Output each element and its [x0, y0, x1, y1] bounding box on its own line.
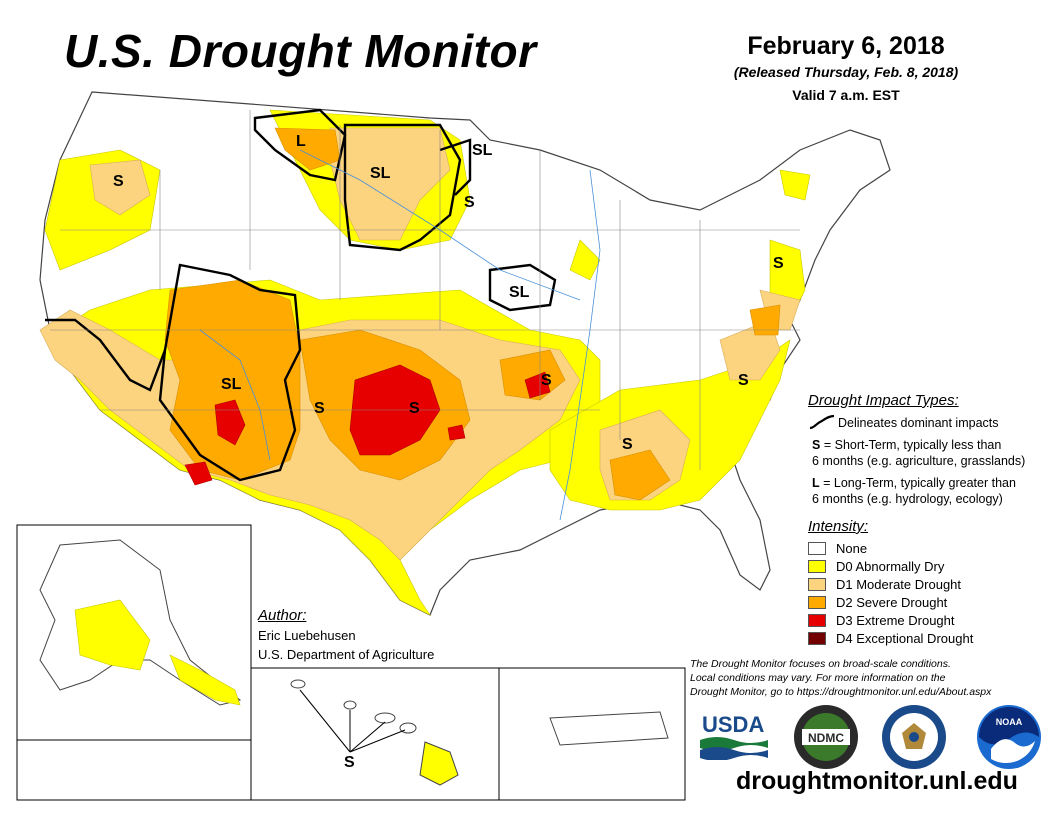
impact-boundary-icon: [809, 414, 835, 430]
long-term-text: = Long-Term, typically greater than: [823, 476, 1016, 490]
legend-d0: D0 Abnormally Dry: [808, 559, 944, 574]
impact-short-term: S = Short-Term, typically less than: [812, 437, 1001, 453]
legend-d3: D3 Extreme Drought: [808, 613, 955, 628]
legend-label-d3: D3 Extreme Drought: [836, 613, 955, 628]
note-line-3: Drought Monitor, go to https://droughtmo…: [690, 686, 992, 698]
long-term-text-2: 6 months (e.g. hydrology, ecology): [812, 492, 1003, 506]
label-s-carolinas: S: [738, 372, 749, 389]
label-l-montana: L: [296, 133, 306, 150]
legend-d4: D4 Exceptional Drought: [808, 631, 973, 646]
puerto-rico-outline: [549, 711, 669, 746]
label-sl-dakotas: SL: [370, 165, 391, 182]
legend-d1: D1 Moderate Drought: [808, 577, 961, 592]
legend-label-d0: D0 Abnormally Dry: [836, 559, 945, 574]
label-s-minnesota: S: [464, 194, 475, 211]
impact-boundaries: [45, 108, 557, 482]
label-s-missouri: S: [541, 372, 552, 389]
impact-long-term: L = Long-Term, typically greater than: [812, 475, 1016, 491]
hawaii-pointer-lines: [299, 689, 406, 753]
long-term-key: L: [812, 476, 820, 490]
swatch-d4: [808, 632, 826, 645]
rivers: [199, 149, 601, 521]
label-sl-iowa: SL: [509, 284, 530, 301]
legend-label-d2: D2 Severe Drought: [836, 595, 948, 610]
short-term-key: S: [812, 438, 821, 452]
swatch-d1: [808, 578, 826, 591]
impact-delineates-text: Delineates dominant impacts: [838, 416, 999, 430]
ndmc-logo: NDMC: [794, 705, 858, 769]
label-s-colorado: S: [314, 400, 325, 417]
short-term-text: = Short-Term, typically less than: [823, 438, 1002, 452]
author-heading: Author:: [258, 607, 307, 624]
legend-label-none: None: [836, 541, 868, 556]
label-s-oklahoma: S: [409, 400, 420, 417]
label-sl-southwest: SL: [221, 376, 242, 393]
swatch-d2: [808, 596, 826, 609]
usda-logo-text: USDA: [702, 712, 764, 737]
alaska-d0: [74, 599, 151, 671]
usda-logo: USDA: [700, 712, 768, 760]
label-s-hawaii: S: [344, 754, 355, 771]
legend-label-d4: D4 Exceptional Drought: [836, 631, 974, 646]
website-url[interactable]: droughtmonitor.unl.edu: [736, 767, 1018, 795]
short-term-text-2: 6 months (e.g. agriculture, grasslands): [812, 454, 1026, 468]
label-s-pennsylvania: S: [773, 255, 784, 272]
swatch-d3: [808, 614, 826, 627]
label-s-northwest: S: [113, 173, 124, 190]
legend-label-d1: D1 Moderate Drought: [836, 577, 962, 592]
release-date: (Released Thursday, Feb. 8, 2018): [733, 64, 959, 80]
swatch-d0: [808, 560, 826, 573]
ndmc-logo-text: NDMC: [808, 731, 844, 745]
alaska-d0b: [169, 654, 241, 706]
disclaimer-note: The Drought Monitor focuses on broad-sca…: [690, 657, 1040, 699]
author-org: U.S. Department of Agriculture: [258, 647, 435, 662]
noaa-logo-text: NOAA: [996, 717, 1023, 727]
note-line-2: Local conditions may vary. For more info…: [690, 672, 946, 684]
swatch-none: [808, 542, 826, 555]
hawaii-big-island-d0: [419, 741, 459, 786]
impact-types-heading: Drought Impact Types:: [808, 392, 959, 409]
hawaii-inset: [250, 667, 500, 801]
label-s-georgia: S: [622, 436, 633, 453]
commerce-seal: [882, 705, 946, 769]
map-title: U.S. Drought Monitor: [64, 25, 537, 77]
intensity-heading: Intensity:: [808, 518, 869, 535]
note-line-1: The Drought Monitor focuses on broad-sca…: [690, 658, 951, 670]
noaa-logo: NOAA: [977, 705, 1041, 769]
valid-time: Valid 7 a.m. EST: [792, 87, 900, 103]
author-name: Eric Luebehusen: [258, 628, 356, 643]
label-sl-minnesota: SL: [472, 142, 493, 159]
legend-none: None: [808, 541, 867, 556]
map-date: February 6, 2018: [747, 32, 945, 60]
map-impact-labels: S L SL SL S SL SL S S S S S S S: [113, 133, 784, 771]
legend-d2: D2 Severe Drought: [808, 595, 947, 610]
